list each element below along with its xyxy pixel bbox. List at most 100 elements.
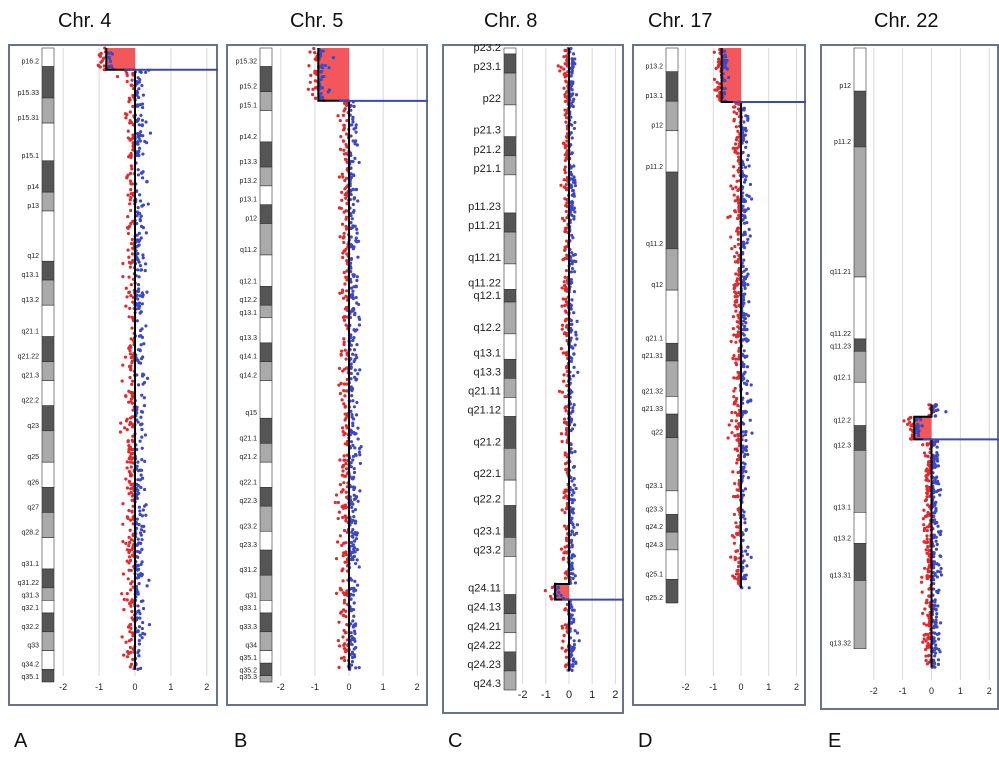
ideogram-band bbox=[503, 378, 517, 398]
probe-point bbox=[931, 544, 936, 548]
ideogram-band bbox=[259, 185, 273, 206]
probe-point bbox=[137, 609, 141, 613]
probe-point bbox=[137, 505, 141, 509]
probe-point bbox=[555, 594, 559, 598]
probe-point bbox=[916, 431, 920, 436]
probe-point bbox=[562, 185, 566, 189]
probe-point bbox=[744, 410, 748, 414]
probe-point bbox=[349, 461, 353, 465]
probe-point bbox=[925, 443, 929, 447]
probe-point bbox=[935, 625, 939, 629]
probe-point bbox=[737, 454, 741, 458]
probe-point bbox=[570, 67, 574, 71]
ideogram-band bbox=[503, 333, 517, 360]
probe-point bbox=[130, 394, 134, 398]
probe-point bbox=[344, 552, 348, 557]
probe-point bbox=[310, 92, 315, 97]
probe-point bbox=[745, 365, 750, 369]
probe-point bbox=[736, 434, 740, 438]
probe-point bbox=[572, 192, 576, 196]
probe-point bbox=[571, 576, 575, 581]
probe-point bbox=[744, 174, 748, 178]
probe-point bbox=[342, 340, 346, 344]
x-tick-label: 0 bbox=[346, 682, 351, 692]
probe-point bbox=[736, 232, 740, 236]
probe-point bbox=[124, 116, 128, 120]
ideogram-band bbox=[503, 358, 517, 379]
probe-point bbox=[126, 231, 130, 236]
probe-point bbox=[338, 391, 342, 396]
probe-point bbox=[131, 258, 135, 263]
ideogram-band bbox=[853, 425, 867, 451]
probe-point bbox=[925, 529, 929, 533]
probe-point bbox=[136, 289, 141, 293]
probe-point bbox=[572, 639, 576, 643]
probe-point bbox=[741, 292, 745, 296]
x-tick-label: 2 bbox=[794, 682, 799, 692]
probe-point bbox=[572, 194, 576, 198]
probe-point bbox=[129, 241, 133, 246]
probe-point bbox=[745, 564, 749, 568]
ideogram-band bbox=[41, 191, 55, 212]
probe-point bbox=[355, 343, 359, 347]
probe-point bbox=[742, 278, 746, 282]
probe-point bbox=[349, 189, 353, 193]
probe-point bbox=[141, 606, 146, 611]
probe-point bbox=[135, 576, 139, 580]
probe-point bbox=[139, 666, 143, 670]
probe-point bbox=[144, 70, 148, 74]
probe-point bbox=[135, 303, 139, 307]
band-label: p15.1 bbox=[239, 103, 257, 110]
band-label: q21.22 bbox=[18, 354, 40, 361]
ideogram-band bbox=[665, 71, 679, 102]
probe-point bbox=[560, 327, 564, 331]
chromosome-panel: -2 -1 0 1 2p16.2p15.33p15.31p15.1p14p13q12q1… bbox=[8, 44, 218, 706]
probe-point bbox=[717, 85, 721, 89]
probe-point bbox=[135, 214, 139, 218]
probe-point bbox=[109, 51, 113, 55]
probe-point bbox=[561, 141, 566, 145]
probe-point bbox=[351, 528, 355, 532]
probe-point bbox=[344, 630, 348, 635]
probe-point bbox=[352, 359, 356, 364]
probe-point bbox=[343, 412, 347, 416]
probe-point bbox=[356, 372, 360, 376]
segment-mean-line bbox=[720, 48, 742, 589]
x-tick-label: -2 bbox=[59, 682, 67, 692]
probe-point bbox=[127, 480, 132, 484]
probe-point bbox=[138, 512, 142, 517]
probe-point bbox=[921, 517, 925, 521]
probe-point bbox=[136, 173, 140, 177]
probe-point bbox=[562, 633, 566, 638]
probe-point bbox=[136, 555, 140, 559]
probe-point bbox=[746, 314, 751, 318]
probe-point bbox=[744, 528, 748, 532]
probe-point bbox=[573, 184, 578, 188]
probe-point bbox=[563, 228, 568, 233]
probe-point bbox=[358, 317, 362, 322]
probe-point bbox=[749, 399, 753, 403]
probe-point bbox=[562, 55, 566, 59]
probe-point bbox=[136, 651, 140, 655]
probe-point bbox=[559, 593, 563, 597]
probe-point bbox=[934, 539, 938, 543]
probe-point bbox=[571, 522, 575, 527]
probe-point bbox=[563, 143, 568, 147]
probe-point bbox=[336, 114, 340, 118]
ideogram-band bbox=[259, 650, 273, 664]
probe-point bbox=[565, 49, 569, 53]
probe-point bbox=[570, 545, 574, 549]
probe-point bbox=[563, 395, 567, 399]
probe-point bbox=[344, 103, 349, 107]
probe-point bbox=[127, 389, 131, 393]
probe-point bbox=[735, 216, 740, 221]
probe-point bbox=[735, 376, 739, 380]
probe-point bbox=[921, 640, 925, 644]
probe-point bbox=[573, 210, 577, 214]
probe-point bbox=[308, 80, 312, 84]
probe-point bbox=[352, 470, 357, 475]
probe-point bbox=[131, 415, 135, 419]
band-label: p13.3 bbox=[239, 159, 257, 166]
probe-point bbox=[728, 214, 732, 218]
probe-point bbox=[129, 188, 133, 192]
